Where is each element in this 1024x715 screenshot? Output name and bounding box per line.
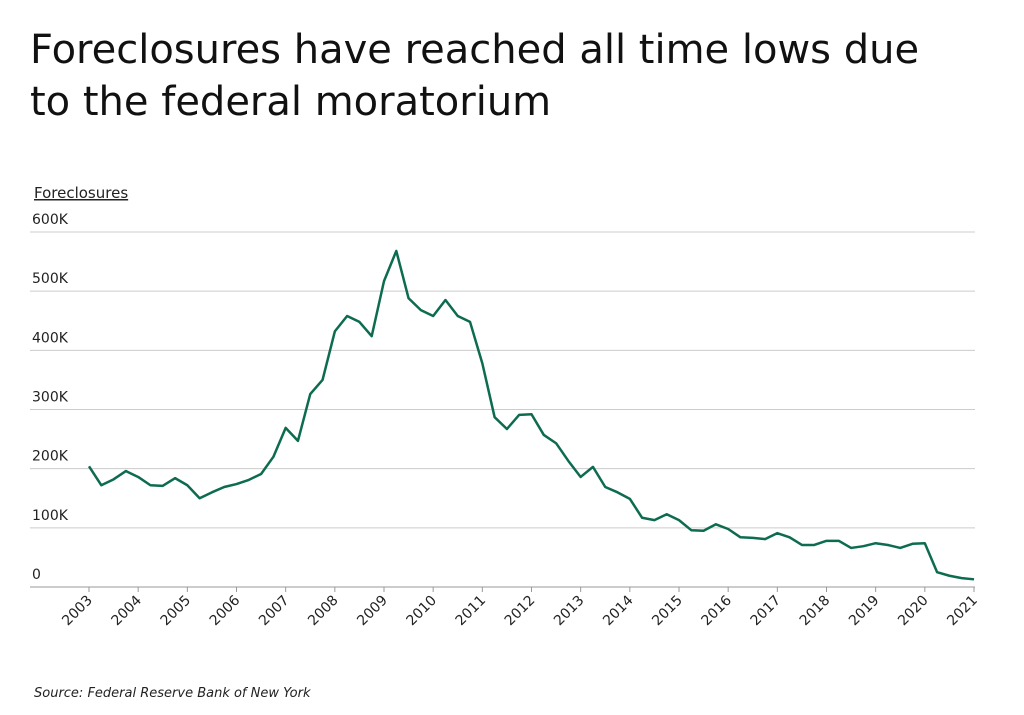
- y-tick-label: 400K: [32, 330, 69, 346]
- x-tick-label: 2008: [305, 593, 342, 630]
- x-tick-label: 2009: [354, 593, 391, 630]
- x-tick-label: 2013: [551, 593, 588, 630]
- y-axis-label: Foreclosures: [34, 184, 128, 202]
- x-tick-label: 2020: [895, 593, 932, 630]
- source: Source: Federal Reserve Bank of New York: [34, 686, 311, 701]
- x-tick-label: 2018: [797, 593, 834, 630]
- x-tick-label: 2005: [158, 593, 195, 630]
- y-tick-label: 100K: [32, 508, 69, 524]
- y-tick-label: 200K: [32, 449, 69, 465]
- x-tick-label: 2011: [453, 593, 490, 630]
- x-tick-label: 2006: [207, 592, 244, 629]
- chart-title: Foreclosures have reached all time lows …: [30, 27, 920, 125]
- x-tick-label: 2014: [600, 592, 637, 629]
- x-tick-label: 2021: [944, 593, 981, 630]
- x-tick-label: 2017: [748, 593, 785, 630]
- y-tick-label: 500K: [32, 271, 69, 287]
- x-tick-label: 2010: [403, 593, 440, 630]
- x-tick-label: 2012: [502, 593, 539, 630]
- x-tick-label: 2015: [649, 593, 686, 630]
- line: [87, 249, 975, 581]
- x-tick-label: 2007: [256, 593, 293, 630]
- y-tick-label: 600K: [32, 212, 69, 228]
- x-tick-label: 2003: [59, 593, 96, 630]
- x-tick-label: 2016: [698, 592, 735, 629]
- y-tick-label: 300K: [32, 390, 69, 406]
- y-tick-label: 0: [32, 567, 41, 583]
- x-tick-label: 2019: [846, 593, 883, 630]
- x-tick-label: 2004: [108, 592, 145, 629]
